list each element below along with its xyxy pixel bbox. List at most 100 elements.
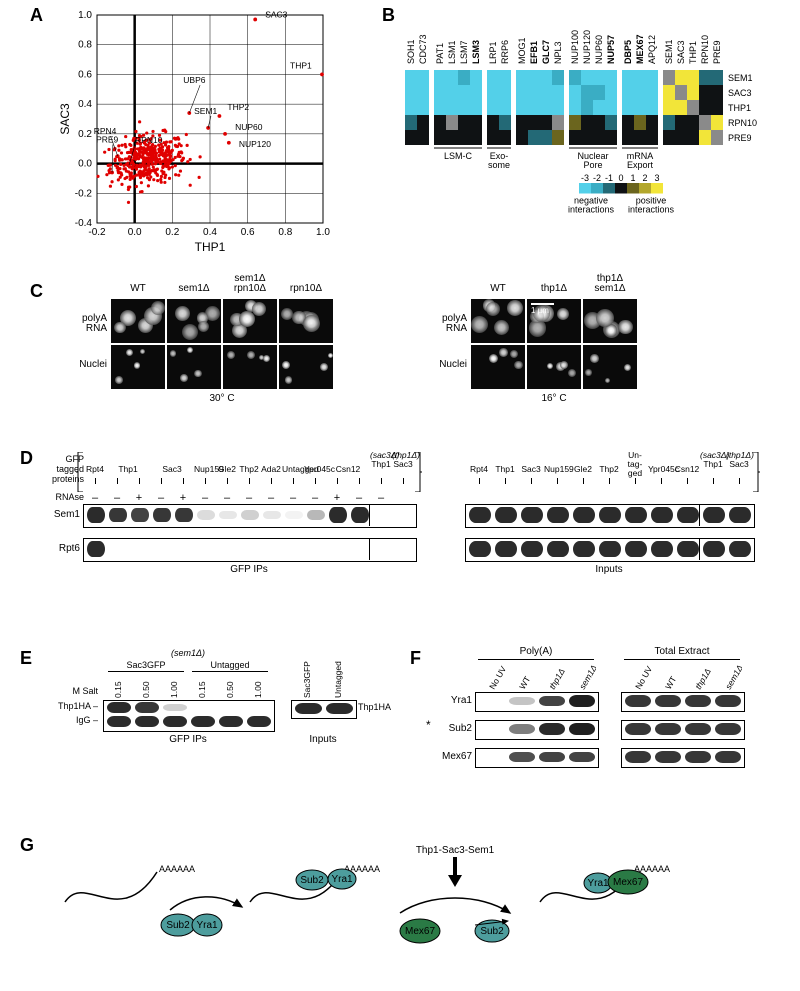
- rnase-sign: –: [260, 492, 282, 504]
- micrograph-cell: [471, 345, 525, 389]
- svg-text:MOG1: MOG1: [517, 37, 527, 64]
- svg-text:SEM1: SEM1: [728, 73, 753, 83]
- western-band: [547, 507, 569, 522]
- svg-text:NPL3: NPL3: [553, 41, 563, 64]
- micrograph-cell: [167, 299, 221, 343]
- western-band: [677, 507, 699, 522]
- svg-text:LSM7: LSM7: [459, 40, 469, 64]
- western-band: [655, 695, 681, 706]
- rnase-sign: +: [326, 492, 348, 504]
- svg-text:Export: Export: [627, 160, 654, 170]
- western-band: [569, 752, 595, 763]
- western-band: [599, 507, 621, 522]
- western-band: [703, 507, 725, 522]
- svg-text:WT: WT: [517, 675, 532, 691]
- western-band: [685, 751, 711, 762]
- svg-text:THP1: THP1: [195, 240, 226, 254]
- western-band: [191, 716, 215, 726]
- svg-text:interactions: interactions: [568, 205, 615, 215]
- western-band: [509, 697, 535, 705]
- western-band: [685, 723, 711, 734]
- svg-text:RPN10: RPN10: [728, 118, 757, 128]
- micrograph-cell: [111, 299, 165, 343]
- rnase-sign: –: [238, 492, 260, 504]
- svg-text:WT: WT: [663, 675, 678, 691]
- blot-row-label: Rpt6: [40, 543, 80, 554]
- lane-protein-label: Ypr045c: [304, 464, 326, 474]
- rnase-sign: –: [194, 492, 216, 504]
- panel-d-label: D: [20, 448, 33, 469]
- western-band: [685, 695, 711, 706]
- svg-text:sem1Δ: sem1Δ: [723, 663, 742, 691]
- western-band: [107, 716, 131, 726]
- lane-protein-label: Sac3: [518, 464, 544, 474]
- western-band: [219, 716, 243, 726]
- western-band: [509, 752, 535, 763]
- western-band: [109, 508, 128, 523]
- svg-text:0.50: 0.50: [225, 681, 235, 698]
- rnase-sign: –: [150, 492, 172, 504]
- svg-text:0.8: 0.8: [78, 40, 92, 51]
- rnase-sign: –: [348, 492, 370, 504]
- western-band: [469, 541, 491, 556]
- svg-text:1.00: 1.00: [169, 681, 179, 698]
- panel-c-col-label: thp1Δ: [527, 283, 581, 294]
- micrograph-cell: [223, 345, 277, 389]
- western-band: [469, 507, 491, 522]
- lane-protein-label: Thp2: [596, 464, 622, 474]
- panel-b-label: B: [382, 5, 395, 26]
- svg-text:Yra1: Yra1: [196, 920, 218, 931]
- panel-e-group-label: Untagged: [188, 660, 272, 670]
- panel-f-label: F: [410, 648, 421, 669]
- micrograph-cell: [279, 345, 333, 389]
- svg-text:-3: -3: [581, 173, 589, 183]
- lane-protein-label: Untagged: [282, 464, 304, 474]
- lane-protein-label: Rpt4: [84, 464, 106, 474]
- lane-protein-label: Thp1: [370, 459, 392, 469]
- panel-b-heatmap: SOH1CDC73PAT1LSM1LSM7LSM3LRP1RRP6MOG1EFB…: [405, 8, 783, 219]
- panel-e-inputs-title: Inputs: [292, 734, 354, 745]
- western-band: [521, 507, 543, 522]
- micrograph-cell: 1 µm: [527, 299, 581, 343]
- panel-a-label: A: [30, 5, 43, 26]
- lane-protein-label: Ada2: [260, 464, 282, 474]
- western-band: [307, 510, 326, 520]
- lane-protein-label: Ypr045c: [648, 464, 674, 474]
- svg-text:SOH1: SOH1: [406, 39, 416, 64]
- western-band: [219, 511, 238, 520]
- svg-text:LSM1: LSM1: [447, 40, 457, 64]
- svg-text:-0.2: -0.2: [75, 188, 93, 199]
- western-band: [547, 541, 569, 556]
- panel-e-label: E: [20, 648, 32, 669]
- lane-protein-label: Rpt4: [466, 464, 492, 474]
- western-band: [163, 716, 187, 726]
- micrograph-cell: [223, 299, 277, 343]
- svg-text:thp1Δ: thp1Δ: [547, 666, 566, 691]
- svg-text:PAT1: PAT1: [435, 43, 445, 64]
- western-band: [131, 508, 150, 522]
- western-band: [655, 751, 681, 762]
- svg-text:APQ12: APQ12: [647, 35, 657, 64]
- lane-protein-label: Thp1: [492, 464, 518, 474]
- panel-e-row-label: Thp1HA –: [48, 701, 98, 711]
- western-band: [539, 696, 565, 707]
- svg-text:interactions: interactions: [628, 205, 675, 215]
- svg-text:0.2: 0.2: [78, 129, 92, 140]
- svg-text:Mex67: Mex67: [613, 877, 643, 888]
- western-band: [135, 716, 159, 726]
- lane-protein-label: Nup159: [544, 464, 570, 474]
- western-band: [87, 507, 106, 522]
- svg-text:1.00: 1.00: [253, 681, 263, 698]
- western-band: [703, 541, 725, 556]
- panel-c-temp: 30° C: [111, 393, 333, 404]
- micrograph-cell: [583, 299, 637, 343]
- svg-text:THP2: THP2: [227, 102, 249, 112]
- rnase-sign: –: [282, 492, 304, 504]
- panel-c-row-label: Nuclei: [415, 359, 471, 370]
- rnase-sign: +: [172, 492, 194, 504]
- svg-text:RRP6: RRP6: [500, 40, 510, 64]
- western-band: [625, 695, 651, 706]
- svg-text:sem1Δ: sem1Δ: [577, 663, 596, 691]
- svg-text:CDC73: CDC73: [418, 34, 428, 64]
- svg-text:some: some: [488, 160, 510, 170]
